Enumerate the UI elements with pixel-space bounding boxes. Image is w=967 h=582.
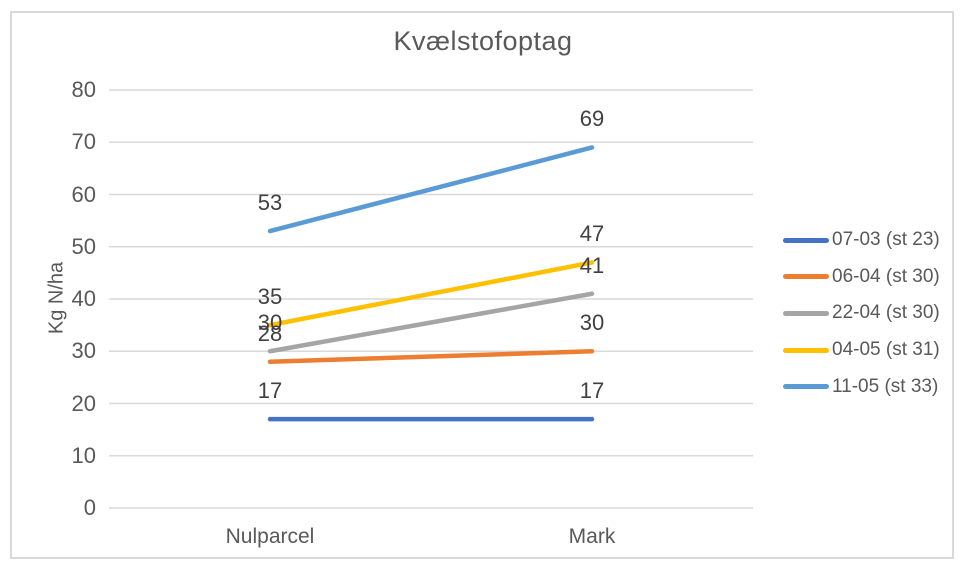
legend: 07-03 (st 23) 06-04 (st 30) 22-04 (st 30) 0… bbox=[783, 228, 940, 411]
y-tick-label: 80 bbox=[71, 77, 96, 102]
legend-label: 22-04 (st 30) bbox=[832, 302, 940, 324]
data-label: 30 bbox=[579, 310, 605, 336]
legend-swatch-icon bbox=[783, 347, 829, 353]
legend-swatch-icon bbox=[783, 274, 829, 280]
data-label: 30 bbox=[257, 310, 283, 336]
data-label: 41 bbox=[579, 252, 605, 278]
chart-border bbox=[10, 11, 954, 559]
y-tick-label: 10 bbox=[71, 442, 96, 468]
legend-swatch-icon bbox=[783, 310, 829, 316]
data-label: 17 bbox=[579, 378, 605, 404]
legend-item: 07-03 (st 23) bbox=[783, 228, 940, 252]
legend-label: 04-05 (st 31) bbox=[832, 339, 940, 361]
data-label: 53 bbox=[257, 190, 283, 216]
data-label: 17 bbox=[257, 378, 283, 404]
y-tick-label: 20 bbox=[71, 390, 96, 416]
series-line-11-05 (st 33) bbox=[267, 145, 595, 234]
legend-label: 11-05 (st 33) bbox=[832, 375, 939, 397]
legend-item: 22-04 (st 30) bbox=[783, 301, 940, 325]
data-label: 47 bbox=[579, 221, 605, 247]
x-category-label: Mark bbox=[568, 525, 616, 548]
series-line-06-04 (st 30) bbox=[267, 349, 595, 364]
data-label: 69 bbox=[579, 106, 605, 132]
x-category-label: Nulparcel bbox=[225, 525, 315, 548]
legend-swatch-icon bbox=[783, 384, 829, 390]
legend-swatch-icon bbox=[783, 237, 829, 243]
legend-item: 04-05 (st 31) bbox=[783, 338, 940, 362]
data-label: 35 bbox=[257, 284, 283, 310]
series-line-22-04 (st 30) bbox=[267, 291, 595, 354]
y-tick-label: 60 bbox=[71, 181, 96, 207]
y-tick-label: 50 bbox=[71, 233, 96, 259]
y-tick-label: 40 bbox=[71, 286, 96, 311]
series-line-04-05 (st 31) bbox=[267, 260, 595, 328]
legend-item: 11-05 (st 33) bbox=[783, 375, 940, 399]
legend-label: 07-03 (st 23) bbox=[832, 229, 940, 250]
y-tick-label: 70 bbox=[71, 129, 96, 155]
chart-title: Kvælstofoptag bbox=[393, 26, 573, 56]
data-label: 28 bbox=[257, 320, 283, 346]
y-tick-label: 30 bbox=[71, 338, 96, 364]
legend-item: 06-04 (st 30) bbox=[783, 265, 940, 289]
y-tick-label: 0 bbox=[83, 495, 96, 520]
legend-label: 06-04 (st 30) bbox=[832, 265, 940, 287]
